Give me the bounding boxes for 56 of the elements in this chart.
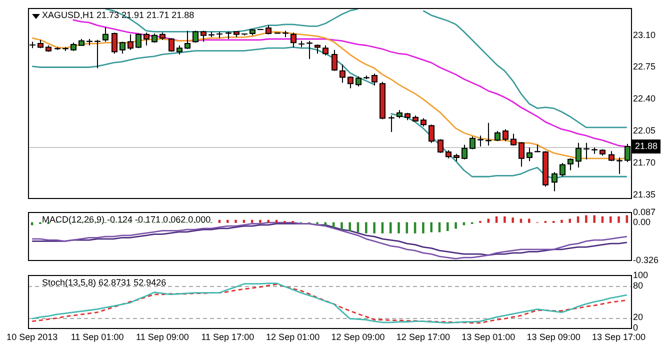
bar bbox=[226, 220, 229, 223]
bar bbox=[406, 222, 408, 234]
bar bbox=[568, 218, 572, 223]
bar bbox=[626, 215, 628, 223]
y-tick-label: 100 bbox=[633, 270, 648, 280]
x-tick-label: 11 Sep 17:00 bbox=[201, 332, 254, 342]
x-tick-label: 13 Sep 09:00 bbox=[526, 332, 580, 342]
bar bbox=[414, 222, 416, 234]
y-tick-label: 20 bbox=[633, 312, 644, 322]
bar bbox=[398, 222, 400, 234]
bar bbox=[373, 222, 376, 234]
bar bbox=[430, 222, 432, 232]
y-tick-label: -0.326 bbox=[633, 255, 659, 266]
y-tick-label: 22.40 bbox=[633, 94, 656, 104]
bar bbox=[332, 222, 335, 228]
ref-line-label: 21.88 bbox=[635, 141, 658, 152]
bar bbox=[348, 222, 351, 232]
bar bbox=[454, 222, 457, 229]
bar bbox=[512, 218, 514, 223]
bar bbox=[593, 215, 596, 223]
bar bbox=[234, 220, 237, 223]
bar bbox=[585, 215, 588, 223]
bar bbox=[528, 218, 530, 223]
bar bbox=[560, 220, 563, 223]
chart-title: MACD(12,26,9) -0.124 -0.171 0.062 0.000 bbox=[42, 214, 211, 224]
y-tick-label: 0.087 bbox=[633, 206, 656, 217]
y-tick-label: 0.00 bbox=[633, 217, 651, 228]
bar bbox=[340, 222, 343, 230]
x-tick-label: 13 Sep 17:00 bbox=[592, 332, 646, 342]
y-tick-label: 22.05 bbox=[633, 126, 656, 136]
bar bbox=[446, 222, 449, 232]
x-tick-label: 11 Sep 01:00 bbox=[70, 332, 124, 342]
chart-title: XAGUSD,H1 21.73 21.91 21.71 21.88 bbox=[42, 10, 194, 20]
y-tick-label: 0 bbox=[633, 322, 638, 333]
bar bbox=[487, 218, 490, 223]
bar bbox=[504, 216, 506, 223]
x-tick-label: 13 Sep 01:00 bbox=[462, 332, 516, 342]
x-tick-label: 10 Sep 2013 bbox=[6, 332, 58, 342]
bar bbox=[422, 222, 424, 234]
y-tick-label: 21.35 bbox=[633, 189, 656, 200]
chart-title: Stoch(13,5,8) 62.8731 52.9426 bbox=[42, 277, 166, 288]
bar bbox=[381, 222, 384, 234]
bar bbox=[618, 216, 620, 223]
bar bbox=[610, 216, 612, 223]
y-tick-label: 80 bbox=[633, 280, 644, 290]
bar bbox=[520, 218, 522, 223]
bar bbox=[259, 220, 262, 223]
x-tick-label: 12 Sep 17:00 bbox=[396, 332, 450, 342]
bar bbox=[389, 222, 392, 234]
x-tick-label: 12 Sep 09:00 bbox=[331, 332, 385, 342]
x-tick-label: 11 Sep 09:00 bbox=[136, 332, 189, 342]
y-tick-label: 23.10 bbox=[633, 30, 656, 40]
bar bbox=[365, 222, 368, 234]
y-tick-label: 21.70 bbox=[633, 157, 656, 168]
x-tick-label: 12 Sep 01:00 bbox=[266, 332, 320, 342]
y-tick-label: 22.75 bbox=[633, 62, 656, 72]
